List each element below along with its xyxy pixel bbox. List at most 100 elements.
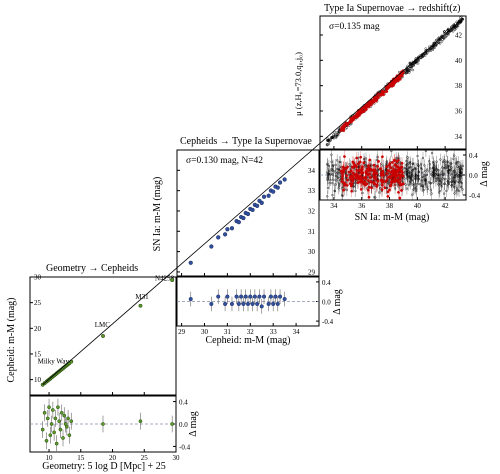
y-tick-label: 31 [308,228,316,236]
residual-point [452,170,455,173]
residual-point [373,175,377,179]
residual-point [458,168,461,171]
residual-point [266,301,271,307]
residual-point [376,179,380,183]
residual-point [380,155,384,159]
residual-point [425,173,429,176]
data-point [420,55,424,58]
residual-point [338,184,341,188]
residual-point [456,173,459,176]
residual-point [326,177,329,180]
residual-point [444,164,448,167]
data-point [348,120,352,124]
residual-point [397,173,401,177]
residual-point [349,169,353,173]
data-point [255,203,260,208]
residual-point [380,183,384,187]
residual-point [447,171,450,174]
residual-point [439,158,442,161]
y-tick-label: 30 [34,274,42,282]
residual-point [392,167,396,171]
residual-point [422,186,425,189]
residual-label-geometry: Δ mag [188,411,199,437]
data-point [450,27,453,31]
residual-point [328,169,331,173]
x-axis-label-geometry: Geometry: 5 log D [Mpc] + 25 [42,461,165,472]
residual-point [58,427,63,432]
residual-point [398,167,401,171]
residual-point [345,184,349,187]
residual-point [437,174,441,177]
residual-point [457,189,461,192]
residual-point [376,165,379,168]
data-point [408,61,412,65]
residual-point [461,173,464,177]
residual-point [445,149,448,153]
residual-point [342,188,345,192]
residual-point [53,416,58,421]
residual-point [422,188,425,192]
residual-point [394,179,397,183]
data-point [368,101,372,104]
residual-point [398,177,402,181]
data-point [461,17,464,21]
data-point [250,207,255,213]
data-point [416,62,420,65]
residual-point [368,158,372,162]
x-tick-label: 31 [224,328,232,336]
residual-point [358,168,361,172]
residual-point [426,187,429,191]
residual-point [273,294,278,299]
residual-point [223,301,228,307]
residual-point [330,160,333,163]
residual-point [441,166,444,169]
y-tick-label: 36 [455,108,463,116]
residual-point [416,176,419,180]
x-tick-label: 33 [270,328,278,336]
residual-point [275,301,280,307]
residual-point [412,175,415,178]
residual-point [448,177,451,180]
x-tick-label: 34 [293,328,301,336]
data-point [380,89,384,93]
data-point [422,53,425,57]
residual-point [451,179,455,182]
residual-point [435,160,438,163]
residual-point [453,192,456,195]
residual-point [328,181,331,185]
residual-point [453,154,456,157]
residual-point [368,168,372,172]
data-point [372,97,376,101]
y-tick-label: 34 [455,133,463,141]
data-point [359,110,362,114]
data-point [364,108,368,112]
residual-point [51,408,55,412]
residual-point [453,173,457,176]
data-point [451,30,455,33]
y-axis-label-geometry: Cepheid: m-M (mag) [6,298,17,383]
annotation-label: Milky Way [38,358,70,366]
residual-point [271,301,276,307]
residual-point [278,294,283,299]
residual-point [339,176,342,179]
residual-point [423,179,427,182]
data-point [259,200,264,205]
residual-point [61,436,65,440]
residual-point [379,187,382,190]
data-point [245,211,251,217]
residual-point [425,185,429,188]
data-point [441,35,444,38]
residual-point [430,192,433,195]
x-tick-label: 38 [386,202,394,210]
residual-point [377,160,380,163]
residual-tick-label: 0.0 [179,421,188,429]
data-point [417,59,421,62]
residual-point [367,185,371,189]
residual-point [424,149,428,153]
residual-point [358,160,362,164]
residual-point [431,151,434,155]
residual-point [423,164,426,167]
residual-point [440,170,444,173]
residual-point [422,176,425,179]
